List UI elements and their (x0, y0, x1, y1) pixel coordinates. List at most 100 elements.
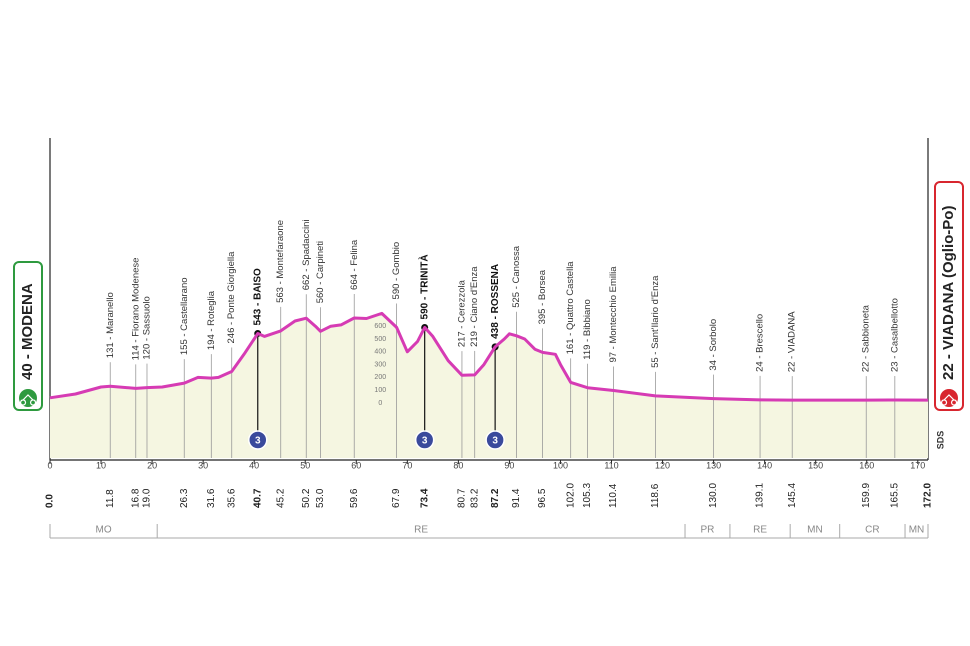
waypoint-label: 120 - Sassuolo (142, 296, 153, 359)
waypoint-label: 560 - Carpineti (315, 241, 326, 303)
gpm-badge (248, 430, 268, 450)
x-tick-label: 150 (808, 460, 823, 470)
region-label: RE (753, 525, 767, 536)
waypoint-label: 22 - VIADANA (787, 311, 798, 372)
x-tick-label: 20 (147, 460, 157, 470)
waypoint-label: 55 - Sant'Ilario d'Enza (650, 275, 661, 368)
waypoint-km: 80.7 (457, 488, 468, 508)
waypoint-label: 22 - Sabbioneta (861, 304, 872, 372)
y-tick-label: 0 (378, 400, 382, 407)
waypoint-km: 11.8 (105, 489, 116, 508)
waypoint-label: 161 - Quattro Castella (565, 261, 576, 355)
waypoint-label: 590 - Gombio (391, 242, 402, 300)
x-tick-label: 160 (859, 460, 874, 470)
gpm-badge (485, 430, 505, 450)
x-tick-label: 40 (249, 460, 259, 470)
waypoint-km: 118.6 (650, 483, 661, 508)
y-tick-label: 200 (374, 374, 386, 381)
x-tick-label: 140 (757, 460, 772, 470)
waypoint-label: 543 - BAISO (252, 268, 263, 325)
waypoint-km: 19.0 (142, 488, 153, 508)
y-tick-label: 400 (374, 349, 386, 356)
place-label: 22 - VIADANA (Oglio-Po) (940, 206, 957, 380)
waypoint-label: 194 - Roteglia (206, 290, 217, 350)
profile-line (49, 311, 929, 402)
waypoint-km: 102.0 (565, 483, 576, 508)
waypoint-km: 50.2 (301, 488, 312, 508)
gpm-badge (414, 430, 435, 450)
waypoint-km: 159.9 (861, 483, 872, 508)
region-label: PR (701, 525, 715, 536)
bike-icon (940, 389, 958, 407)
waypoint-km: 91.4 (511, 488, 522, 508)
waypoint-km: 0.0 (45, 494, 56, 508)
bike-glyph (19, 394, 37, 406)
place-box (934, 181, 964, 411)
waypoint-label: 662 - Spadaccini (301, 219, 312, 290)
waypoint-km: 45.2 (275, 488, 286, 508)
waypoint-km: 172.0 (923, 483, 934, 508)
x-tick-label: 100 (553, 460, 568, 470)
waypoint-km: 145.4 (787, 483, 798, 508)
x-tick-label: 170 (910, 460, 925, 470)
waypoint-km: 130.0 (708, 483, 719, 508)
waypoint-label: 563 - Montefaraone (275, 220, 286, 303)
waypoint-km: 31.6 (206, 488, 217, 508)
waypoint-label: 438 - ROSSENA (490, 264, 501, 339)
region-label: MN (909, 525, 925, 536)
waypoint-label: 155 - Castellarano (179, 277, 190, 355)
gpm-label: 3 (492, 436, 498, 447)
waypoint-label: 23 - Casalbellotto (889, 298, 900, 372)
waypoint-label: 97 - Montecchio Emilia (608, 266, 619, 363)
waypoint-km: 110.4 (608, 483, 619, 508)
profile-area (50, 313, 928, 458)
y-tick-label: 300 (374, 361, 386, 368)
waypoint-label: 119 - Bibbiano (582, 299, 593, 360)
place-label: 40 - MODENA (19, 283, 36, 380)
x-tick-label: 130 (706, 460, 721, 470)
waypoint-label: 664 - Felina (349, 239, 360, 290)
y-tick-label: 500 (374, 336, 386, 343)
waypoint-label: 219 - Ciano d'Enza (469, 266, 480, 347)
gpm-label: 3 (422, 436, 428, 447)
waypoint-km: 87.2 (490, 488, 501, 508)
x-tick-label: 70 (402, 460, 412, 470)
waypoint-km: 40.7 (252, 488, 263, 508)
waypoint-km: 165.5 (889, 483, 900, 508)
y-tick-label: 600 (374, 323, 386, 330)
x-tick-label: 50 (300, 460, 310, 470)
waypoint-km: 16.8 (130, 488, 141, 508)
bike-icon (19, 389, 37, 407)
y-tick-label: 100 (374, 387, 386, 394)
waypoint-label: 34 - Sorbolo (708, 319, 719, 371)
x-tick-label: 60 (351, 460, 361, 470)
waypoint-label: 114 - Fiorano Modenese (130, 258, 141, 361)
waypoint-km: 53.0 (315, 488, 326, 508)
waypoint-km: 73.4 (419, 488, 430, 508)
x-tick-label: 30 (198, 460, 208, 470)
side-note: SDS (935, 431, 945, 450)
waypoint-km: 35.6 (226, 488, 237, 508)
waypoint-label: 395 - Borsea (537, 269, 548, 324)
region-label: MN (807, 525, 823, 536)
x-tick-label: 110 (604, 460, 618, 470)
waypoint-km: 26.3 (179, 488, 190, 508)
x-tick-label: 0 (47, 460, 52, 470)
waypoint-label: 525 - Canossa (511, 245, 522, 308)
waypoint-km: 105.3 (582, 483, 593, 508)
region-label: RE (414, 525, 428, 536)
gpm-label: 3 (255, 436, 261, 447)
region-label: MO (96, 525, 112, 536)
x-tick-label: 120 (655, 460, 670, 470)
waypoint-km: 139.1 (755, 483, 766, 508)
waypoint-km: 67.9 (391, 488, 402, 508)
waypoint-km: 59.6 (349, 488, 360, 508)
waypoint-label: 217 - Cerezzola (456, 279, 467, 347)
place-box (13, 261, 43, 411)
region-label: CR (865, 525, 879, 536)
waypoint-label: 24 - Brescello (755, 314, 766, 372)
x-tick-label: 90 (504, 460, 514, 470)
waypoint-label: 246 - Ponte Giorgiella (226, 251, 237, 344)
waypoint-km: 83.2 (469, 488, 480, 508)
